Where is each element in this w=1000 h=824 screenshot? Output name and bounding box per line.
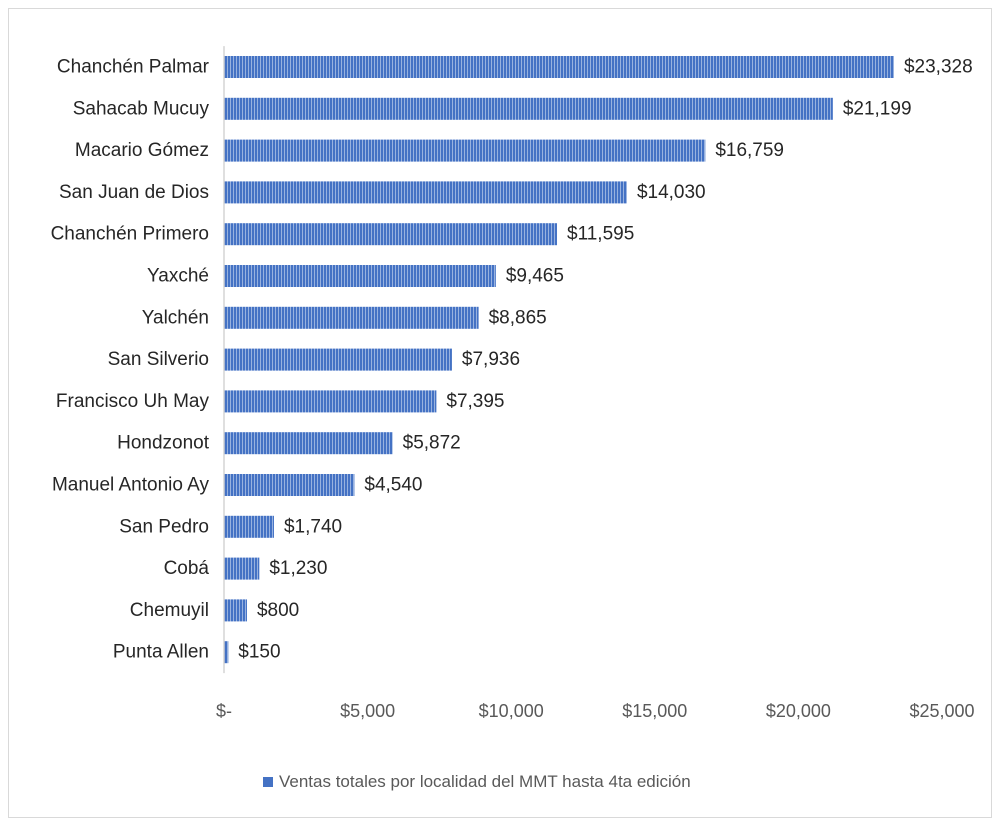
x-tick-label: $25,000 (909, 701, 974, 721)
data-label: $21,199 (843, 98, 912, 119)
category-label: Yalchén (142, 307, 209, 328)
category-label: Punta Allen (113, 642, 209, 663)
category-label: Chanchén Primero (51, 224, 209, 245)
data-label: $4,540 (364, 475, 422, 496)
chart-frame: Chanchén Palmar Sahacab Mucuy Macario Góme… (8, 8, 992, 818)
data-label: $7,395 (446, 391, 504, 412)
legend-swatch (263, 777, 273, 787)
bars-layer (224, 56, 894, 664)
bar (224, 474, 355, 496)
bar (224, 139, 706, 162)
bar (224, 223, 558, 246)
bar (224, 181, 627, 204)
bar (224, 306, 479, 329)
data-label: $14,030 (637, 182, 706, 203)
data-label: $9,465 (506, 266, 564, 287)
data-label: $16,759 (715, 140, 784, 161)
bar (224, 515, 274, 538)
category-label: Cobá (164, 558, 210, 579)
data-label: $800 (257, 600, 299, 621)
bar (224, 348, 452, 371)
data-label: $23,328 (904, 57, 973, 78)
data-label: $8,865 (489, 307, 547, 328)
legend: Ventas totales por localidad del MMT has… (263, 772, 691, 791)
bar (224, 641, 229, 664)
legend-label: Ventas totales por localidad del MMT has… (279, 772, 691, 791)
category-label: Sahacab Mucuy (73, 98, 210, 119)
data-label: $11,595 (567, 224, 634, 245)
bar (224, 56, 894, 78)
category-label: Manuel Antonio Ay (52, 475, 210, 496)
bar (224, 432, 393, 455)
data-labels: $23,328 $21,199 $16,759 $14,030$11,595$9,46… (238, 57, 972, 663)
category-label: Yaxché (147, 266, 209, 287)
x-tick-label: $- (216, 701, 232, 721)
category-labels: Chanchén Palmar Sahacab Mucuy Macario Góme… (51, 57, 210, 663)
category-label: San Pedro (119, 516, 209, 537)
x-axis-tick-labels: $- $5,000 $10,000 $15,000 $20,000 $25,000 (216, 701, 975, 721)
category-label: San Silverio (108, 349, 209, 370)
x-tick-label: $5,000 (340, 701, 395, 721)
x-tick-label: $15,000 (622, 701, 687, 721)
data-label: $1,740 (284, 516, 342, 537)
bar (224, 265, 496, 287)
x-tick-label: $10,000 (479, 701, 544, 721)
category-label: Macario Gómez (75, 140, 209, 161)
data-label: $150 (238, 642, 280, 663)
category-label: Chemuyil (130, 600, 209, 621)
bar (224, 390, 437, 413)
bar (224, 97, 833, 120)
category-label: Francisco Uh May (56, 391, 210, 412)
data-label: $5,872 (403, 433, 461, 454)
category-label: San Juan de Dios (59, 182, 209, 203)
bar (224, 557, 260, 580)
bar-chart: Chanchén Palmar Sahacab Mucuy Macario Góme… (51, 46, 975, 791)
bar (224, 599, 247, 622)
data-label: $7,936 (462, 349, 520, 370)
data-label: $1,230 (269, 558, 327, 579)
category-label: Hondzonot (117, 433, 210, 454)
x-tick-label: $20,000 (766, 701, 831, 721)
category-label: Chanchén Palmar (57, 57, 210, 78)
